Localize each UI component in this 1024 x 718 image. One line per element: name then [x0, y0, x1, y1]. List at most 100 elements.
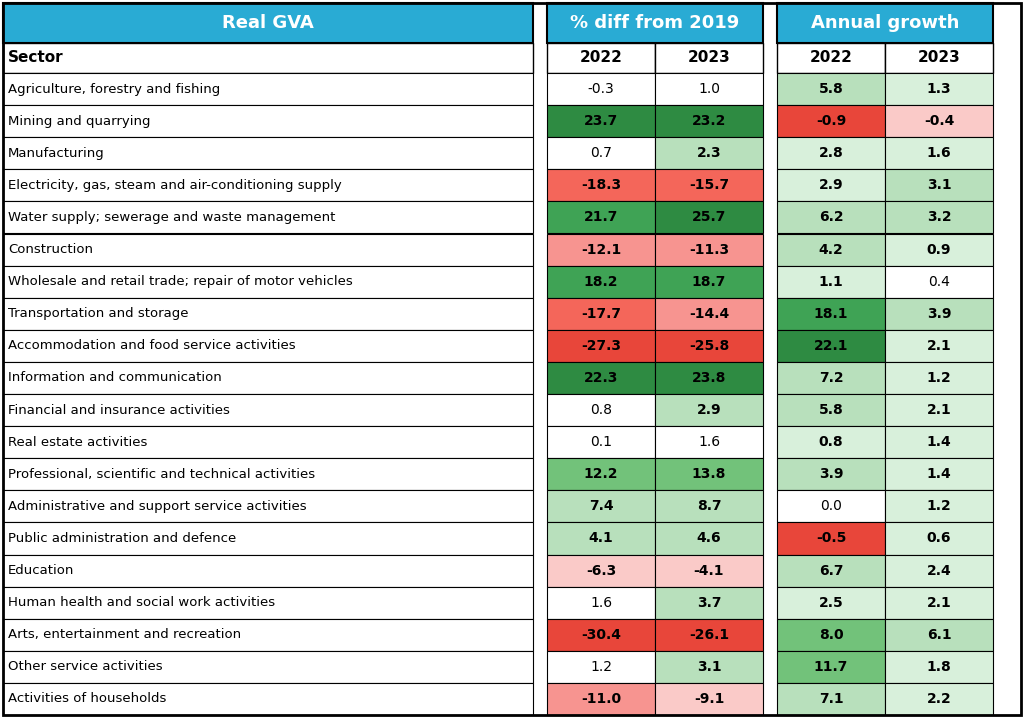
Text: 2.9: 2.9: [818, 178, 844, 192]
Text: 0.7: 0.7: [590, 146, 612, 160]
Text: 1.3: 1.3: [927, 82, 951, 96]
Bar: [547, 43, 655, 73]
Bar: [655, 169, 763, 202]
Text: 3.7: 3.7: [696, 596, 721, 610]
Bar: [3, 233, 534, 266]
Text: 2.3: 2.3: [696, 146, 721, 160]
Bar: [3, 523, 534, 554]
Bar: [777, 683, 885, 715]
Text: 3.1: 3.1: [696, 660, 721, 674]
Bar: [655, 298, 763, 330]
Text: 1.8: 1.8: [927, 660, 951, 674]
Bar: [777, 3, 993, 43]
Text: 2022: 2022: [810, 50, 852, 65]
Bar: [3, 651, 534, 683]
Bar: [885, 523, 993, 554]
Bar: [777, 362, 885, 394]
Bar: [3, 554, 534, 587]
Bar: [547, 426, 655, 458]
Text: 13.8: 13.8: [692, 467, 726, 481]
Bar: [777, 137, 885, 169]
Text: 23.2: 23.2: [692, 114, 726, 128]
Bar: [3, 619, 534, 651]
Bar: [655, 105, 763, 137]
Bar: [3, 105, 534, 137]
Text: 1.2: 1.2: [927, 371, 951, 385]
Bar: [547, 394, 655, 426]
Text: Accommodation and food service activities: Accommodation and food service activitie…: [8, 340, 296, 353]
Text: -14.4: -14.4: [689, 307, 729, 321]
Text: 4.2: 4.2: [818, 243, 844, 256]
Bar: [655, 73, 763, 105]
Text: Education: Education: [8, 564, 75, 577]
Bar: [547, 202, 655, 233]
Text: -0.3: -0.3: [588, 82, 614, 96]
Bar: [777, 233, 885, 266]
Bar: [885, 587, 993, 619]
Bar: [547, 458, 655, 490]
Text: 4.1: 4.1: [589, 531, 613, 546]
Bar: [655, 651, 763, 683]
Text: 1.1: 1.1: [818, 275, 844, 289]
Text: 0.4: 0.4: [928, 275, 950, 289]
Text: -0.5: -0.5: [816, 531, 846, 546]
Bar: [547, 523, 655, 554]
Text: 1.2: 1.2: [590, 660, 612, 674]
Text: 3.2: 3.2: [927, 210, 951, 225]
Bar: [655, 266, 763, 298]
Bar: [655, 137, 763, 169]
Bar: [777, 394, 885, 426]
Text: 6.7: 6.7: [819, 564, 843, 577]
Text: 7.4: 7.4: [589, 499, 613, 513]
Text: 22.3: 22.3: [584, 371, 618, 385]
Bar: [547, 137, 655, 169]
Text: -30.4: -30.4: [581, 628, 621, 642]
Text: Activities of households: Activities of households: [8, 692, 166, 706]
Bar: [547, 587, 655, 619]
Text: 2.9: 2.9: [696, 403, 721, 417]
Bar: [547, 362, 655, 394]
Bar: [3, 43, 534, 73]
Text: Information and communication: Information and communication: [8, 371, 222, 384]
Text: Other service activities: Other service activities: [8, 661, 163, 673]
Bar: [3, 298, 534, 330]
Text: 2022: 2022: [580, 50, 623, 65]
Text: 1.6: 1.6: [590, 596, 612, 610]
Text: Financial and insurance activities: Financial and insurance activities: [8, 404, 229, 416]
Text: 6.1: 6.1: [927, 628, 951, 642]
Bar: [885, 137, 993, 169]
Bar: [547, 233, 655, 266]
Text: 2.8: 2.8: [818, 146, 844, 160]
Bar: [885, 651, 993, 683]
Bar: [777, 105, 885, 137]
Bar: [3, 587, 534, 619]
Bar: [655, 233, 763, 266]
Bar: [3, 490, 534, 523]
Text: 8.7: 8.7: [696, 499, 721, 513]
Text: 11.7: 11.7: [814, 660, 848, 674]
Bar: [885, 458, 993, 490]
Bar: [777, 458, 885, 490]
Text: -25.8: -25.8: [689, 339, 729, 353]
Bar: [547, 490, 655, 523]
Bar: [777, 426, 885, 458]
Bar: [3, 394, 534, 426]
Bar: [547, 3, 763, 43]
Text: 3.9: 3.9: [819, 467, 843, 481]
Text: 0.9: 0.9: [927, 243, 951, 256]
Bar: [777, 298, 885, 330]
Bar: [885, 298, 993, 330]
Text: -0.4: -0.4: [924, 114, 954, 128]
Text: 1.4: 1.4: [927, 435, 951, 449]
Bar: [885, 554, 993, 587]
Bar: [777, 202, 885, 233]
Text: 1.6: 1.6: [698, 435, 720, 449]
Bar: [655, 362, 763, 394]
Text: Annual growth: Annual growth: [811, 14, 959, 32]
Bar: [885, 362, 993, 394]
Bar: [777, 619, 885, 651]
Text: -27.3: -27.3: [581, 339, 621, 353]
Bar: [547, 619, 655, 651]
Bar: [3, 3, 534, 43]
Bar: [655, 426, 763, 458]
